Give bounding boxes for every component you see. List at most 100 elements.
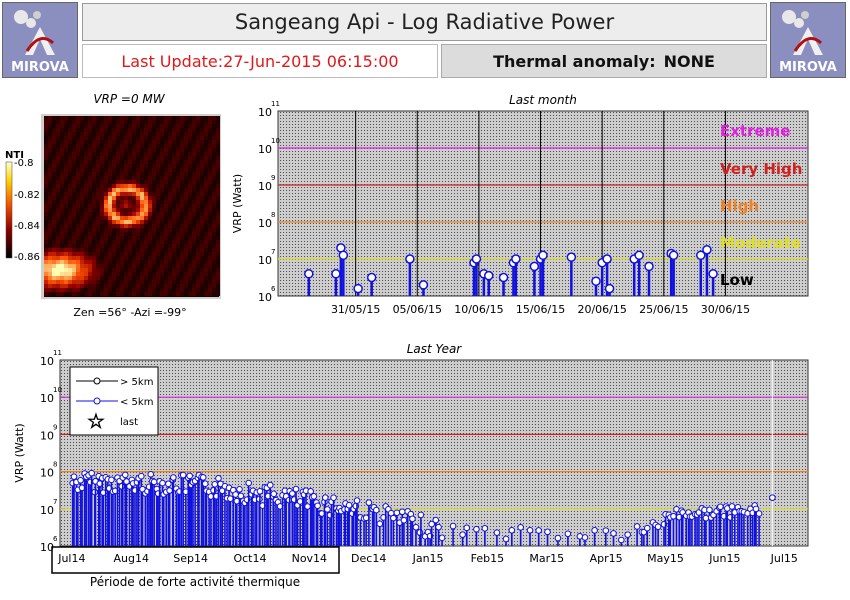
heat-pixel (76, 288, 80, 292)
heat-pixel (104, 224, 108, 228)
data-point (602, 527, 610, 534)
heat-pixel (152, 136, 156, 140)
y-tick-label: 10 (258, 106, 272, 119)
heat-pixel (60, 272, 64, 276)
heat-pixel (216, 168, 220, 172)
heat-pixel (76, 200, 80, 204)
heat-pixel (216, 140, 220, 144)
y-tick-label: 10 (40, 504, 54, 517)
heat-pixel (104, 184, 108, 188)
heat-pixel (152, 248, 156, 252)
heat-pixel (196, 140, 200, 144)
heat-pixel (180, 216, 184, 220)
heat-pixel (160, 284, 164, 288)
heat-pixel (100, 148, 104, 152)
legend-marker (93, 397, 101, 405)
heat-pixel (112, 272, 116, 276)
heat-pixel (196, 220, 200, 224)
heat-pixel (64, 252, 68, 256)
heat-pixel (188, 288, 192, 292)
colorbar-tick: -0.82 (14, 190, 40, 201)
data-point (215, 475, 222, 482)
heat-pixel (56, 164, 60, 168)
heat-pixel (144, 264, 148, 268)
heat-pixel (96, 248, 100, 252)
heat-pixel (172, 220, 176, 224)
heat-pixel (44, 164, 48, 168)
heat-pixel (112, 116, 116, 120)
heat-pixel (44, 168, 48, 172)
heat-pixel (100, 208, 104, 212)
heat-pixel (216, 236, 220, 240)
heat-pixel (104, 140, 108, 144)
heat-pixel (216, 268, 220, 272)
mirova-logo-left[interactable]: MIROVA (2, 2, 78, 78)
heat-pixel (48, 176, 52, 180)
heat-pixel (124, 256, 128, 260)
heat-pixel (72, 292, 76, 296)
data-point (166, 487, 173, 494)
heat-pixel (184, 164, 188, 168)
level-label: High (720, 197, 759, 215)
heat-pixel (148, 184, 152, 188)
heat-pixel (92, 272, 96, 276)
heat-pixel (140, 236, 144, 240)
heat-pixel (200, 192, 204, 196)
heat-pixel (164, 288, 168, 292)
heat-pixel (116, 288, 120, 292)
heat-pixel (208, 224, 212, 228)
heat-pixel (204, 160, 208, 164)
y-tick-exponent: 10 (271, 137, 280, 145)
heat-pixel (92, 132, 96, 136)
heat-pixel (88, 160, 92, 164)
heat-pixel (212, 148, 216, 152)
heat-pixel (52, 176, 56, 180)
heat-pixel (160, 124, 164, 128)
heat-pixel (132, 156, 136, 160)
heat-pixel (188, 176, 192, 180)
heat-pixel (172, 212, 176, 216)
heat-pixel (200, 248, 204, 252)
heat-pixel (104, 200, 108, 204)
heat-pixel (168, 292, 172, 296)
heat-pixel (72, 116, 76, 120)
heat-pixel (204, 140, 208, 144)
heat-pixel (216, 128, 220, 132)
mirova-logo-right[interactable]: MIROVA (770, 2, 846, 78)
heat-pixel (200, 156, 204, 160)
heat-pixel (160, 196, 164, 200)
heat-pixel (44, 220, 48, 224)
heat-pixel (108, 208, 112, 212)
heat-pixel (156, 176, 160, 180)
heat-pixel (140, 120, 144, 124)
heat-pixel (200, 176, 204, 180)
heat-pixel (204, 240, 208, 244)
heat-pixel (216, 240, 220, 244)
data-point (256, 488, 264, 495)
heat-pixel (76, 148, 80, 152)
heat-pixel (56, 152, 60, 156)
heat-pixel (156, 120, 160, 124)
heat-pixel (92, 188, 96, 192)
heat-pixel (48, 200, 52, 204)
heat-pixel (124, 136, 128, 140)
heat-pixel (168, 216, 172, 220)
heat-pixel (156, 292, 160, 296)
heat-pixel (64, 152, 68, 156)
data-point (245, 479, 252, 487)
heat-pixel (196, 236, 200, 240)
heat-pixel (180, 164, 184, 168)
data-point (409, 515, 416, 523)
heat-pixel (212, 160, 216, 164)
heat-pixel (108, 292, 112, 296)
heat-pixel (148, 252, 152, 256)
heat-pixel (200, 272, 204, 276)
heat-pixel (44, 216, 48, 220)
heat-pixel (44, 204, 48, 208)
heat-pixel (96, 284, 100, 288)
annotation-label: Période de forte activité thermique (90, 575, 300, 589)
heat-pixel (160, 232, 164, 236)
heat-pixel (168, 268, 172, 272)
heat-pixel (104, 168, 108, 172)
heat-pixel (196, 212, 200, 216)
